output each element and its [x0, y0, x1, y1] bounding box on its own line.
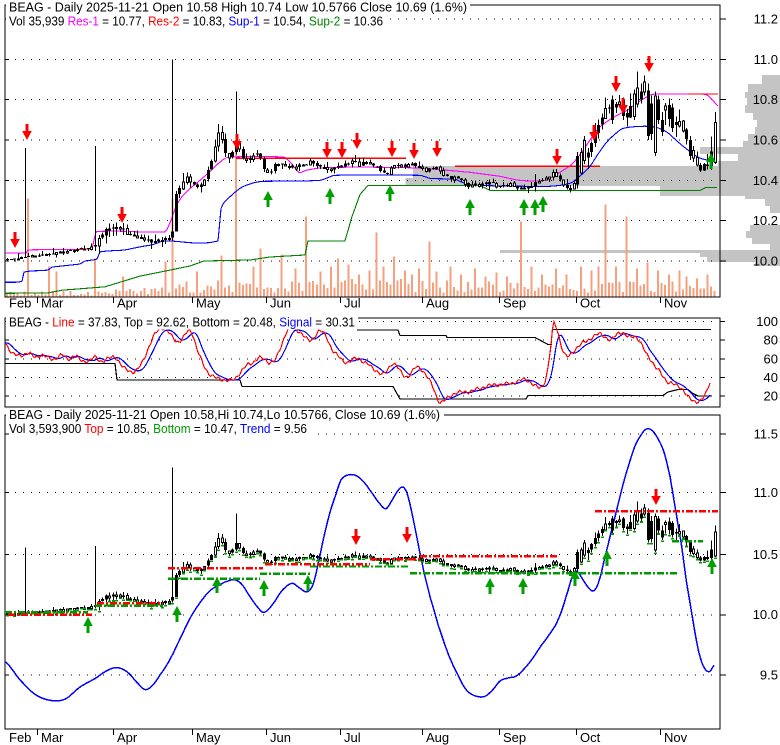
svg-text:Feb: Feb [9, 296, 31, 311]
svg-text:10.5: 10.5 [753, 547, 778, 562]
svg-text:Apr: Apr [117, 296, 138, 311]
svg-text:Jul: Jul [344, 730, 361, 745]
svg-text:Sep: Sep [503, 296, 526, 311]
svg-text:Aug: Aug [426, 296, 449, 311]
svg-text:10.6: 10.6 [753, 133, 778, 148]
svg-text:40: 40 [764, 370, 778, 385]
svg-text:Sep: Sep [503, 730, 526, 745]
svg-text:100: 100 [756, 314, 778, 329]
svg-text:11.2: 11.2 [754, 12, 778, 27]
svg-text:Feb: Feb [9, 730, 31, 745]
svg-text:May: May [196, 296, 221, 311]
svg-text:11.5: 11.5 [754, 427, 778, 442]
svg-text:9.5: 9.5 [760, 668, 778, 683]
svg-text:May: May [196, 730, 221, 745]
svg-text:Oct: Oct [580, 730, 601, 745]
svg-text:10.8: 10.8 [753, 92, 778, 107]
svg-text:Apr: Apr [117, 730, 138, 745]
svg-text:Jun: Jun [270, 296, 291, 311]
svg-text:10.0: 10.0 [753, 607, 778, 622]
svg-text:BEAG - Daily 2025-11-21 Open 1: BEAG - Daily 2025-11-21 Open 10.58,Hi 10… [9, 407, 440, 422]
svg-text:Mar: Mar [41, 730, 64, 745]
svg-text:Nov: Nov [664, 296, 688, 311]
svg-text:11.0: 11.0 [754, 52, 778, 67]
svg-text:11.0: 11.0 [754, 485, 778, 500]
svg-text:BEAG - Daily 2025-11-21 Open 1: BEAG - Daily 2025-11-21 Open 10.58 High … [9, 0, 467, 15]
svg-text:Oct: Oct [580, 296, 601, 311]
svg-text:Aug: Aug [426, 730, 449, 745]
svg-text:10.0: 10.0 [753, 254, 778, 269]
svg-text:Nov: Nov [664, 730, 688, 745]
svg-text:60: 60 [764, 351, 778, 366]
svg-text:10.2: 10.2 [753, 213, 778, 228]
svg-text:Jun: Jun [270, 730, 291, 745]
svg-text:20: 20 [764, 389, 778, 404]
svg-text:Vol 3,593,900 Top = 10.85, Bot: Vol 3,593,900 Top = 10.85, Bottom = 10.4… [9, 421, 307, 436]
svg-text:BEAG - Line = 37.83, Top = 92.: BEAG - Line = 37.83, Top = 92.62, Bottom… [9, 315, 355, 330]
svg-text:Vol 35,939 Res-1 = 10.77, Res-: Vol 35,939 Res-1 = 10.77, Res-2 = 10.83,… [9, 14, 383, 29]
svg-text:Jul: Jul [344, 296, 361, 311]
svg-text:10.4: 10.4 [753, 173, 778, 188]
svg-text:Mar: Mar [41, 296, 64, 311]
svg-text:80: 80 [764, 333, 778, 348]
